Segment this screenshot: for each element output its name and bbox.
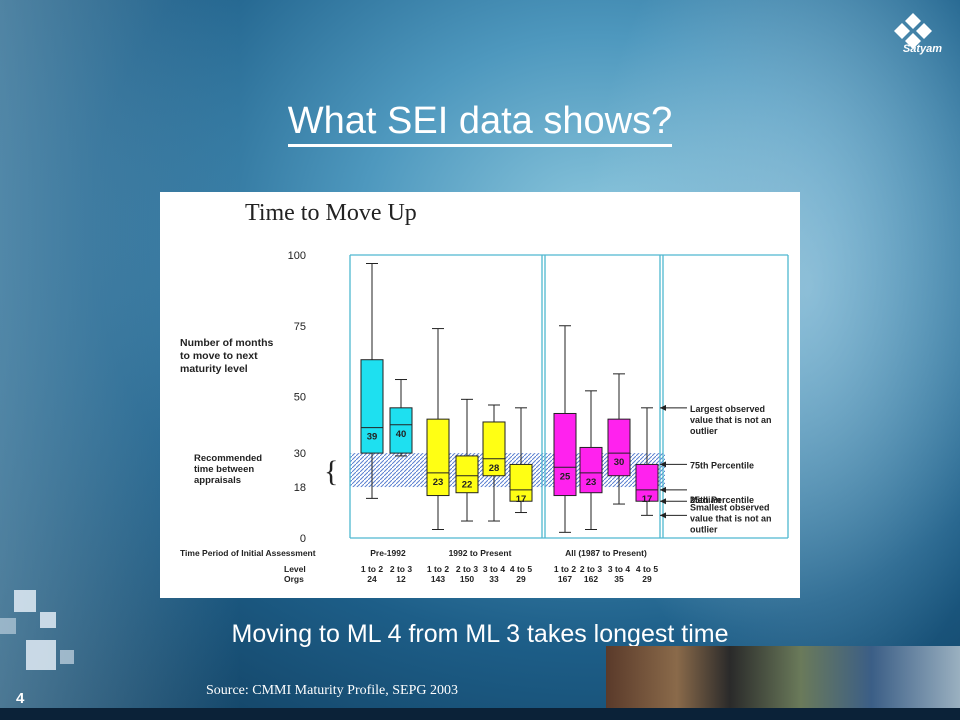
page-number: 4 — [16, 690, 25, 707]
box-level-label: 1 to 2 — [427, 564, 449, 574]
box-orgs-label: 150 — [460, 574, 474, 584]
satyam-logo — [894, 13, 932, 49]
orgs-header: Orgs — [284, 574, 304, 584]
legend-min-text: Smallest observed — [690, 502, 770, 512]
legend-max-text: outlier — [690, 426, 718, 436]
box-level-label: 3 to 4 — [608, 564, 630, 574]
box-level-label: 2 to 3 — [456, 564, 478, 574]
slide-title: What SEI data shows? — [0, 100, 960, 147]
box-orgs-label: 12 — [396, 574, 406, 584]
box-level-label: 4 to 5 — [510, 564, 532, 574]
slide-title-text: What SEI data shows? — [287, 100, 673, 147]
box-level-label: 2 to 3 — [580, 564, 602, 574]
box-rect — [553, 412, 577, 497]
box-median-label: 39 — [367, 432, 378, 443]
y-axis-label-line: maturity level — [180, 363, 248, 375]
chart-panel: Time to Move Up Number of months to move t… — [160, 192, 800, 598]
legend-min-text: outlier — [690, 524, 718, 534]
legend-max-text: Largest observed — [690, 404, 765, 414]
box-median-label: 22 — [462, 480, 473, 491]
slide-subtitle: Moving to ML 4 from ML 3 takes longest t… — [231, 620, 729, 648]
recommended-label-line: time between — [194, 464, 254, 475]
box-median-label: 23 — [433, 477, 444, 488]
legend-median-text: Median — [690, 495, 721, 505]
box-level-label: 1 to 2 — [554, 564, 576, 574]
group-label: Pre-1992 — [370, 548, 406, 558]
legend-arrow-head — [660, 498, 666, 505]
box-level-label: 3 to 4 — [483, 564, 505, 574]
box-median-label: 30 — [614, 457, 625, 468]
box-median-label: 40 — [396, 429, 407, 440]
box-orgs-label: 35 — [614, 574, 624, 584]
legend-max-text: value that is not an — [690, 415, 772, 425]
box-median-label: 23 — [586, 477, 597, 488]
box-rect — [635, 463, 659, 502]
box-orgs-label: 29 — [516, 574, 526, 584]
box-rect — [389, 407, 413, 454]
y-tick-label: 50 — [294, 392, 306, 404]
chart-title: Time to Move Up — [245, 200, 417, 226]
recommended-label-line: appraisals — [194, 475, 241, 486]
box-median-label: 17 — [516, 494, 527, 505]
legend-q3-text: 75th Percentile — [690, 460, 754, 470]
legend-q1-text: 25th Percentile — [690, 495, 754, 505]
legend-min-text: value that is not an — [690, 513, 772, 523]
legend-arrow-head — [660, 512, 666, 519]
group-label: 1992 to Present — [449, 548, 512, 558]
source-note: Source: CMMI Maturity Profile, SEPG 2003 — [206, 683, 458, 698]
y-tick-label: 75 — [294, 321, 306, 333]
y-axis-label-line: to move to next — [180, 350, 258, 362]
level-header: Level — [284, 564, 306, 574]
box-orgs-label: 33 — [489, 574, 499, 584]
legend-arrow-head — [660, 404, 666, 411]
group-label: All (1987 to Present) — [565, 548, 647, 558]
box-median-label: 25 — [560, 471, 571, 482]
box-orgs-label: 143 — [431, 574, 445, 584]
recommended-brace: { — [324, 455, 338, 488]
box-rect — [482, 421, 506, 477]
y-tick-label: 18 — [294, 482, 306, 494]
box-orgs-label: 24 — [367, 574, 377, 584]
photo-strip — [606, 646, 960, 710]
box-rect — [579, 446, 603, 494]
box-rect — [509, 463, 533, 502]
legend-arrow-head — [660, 461, 666, 468]
box-level-label: 2 to 3 — [390, 564, 412, 574]
y-axis-label-line: Number of months — [180, 337, 273, 349]
y-tick-label: 100 — [288, 250, 306, 262]
recommended-label-line: Recommended — [194, 453, 262, 464]
box-rect — [607, 418, 631, 477]
bottom-bar — [0, 708, 960, 720]
y-tick-label: 30 — [294, 448, 306, 460]
y-tick-label: 0 — [300, 533, 306, 545]
box-median-label: 28 — [489, 463, 500, 474]
box-level-label: 4 to 5 — [636, 564, 658, 574]
box-orgs-label: 162 — [584, 574, 598, 584]
box-rect — [360, 359, 384, 454]
box-orgs-label: 167 — [558, 574, 572, 584]
period-header: Time Period of Initial Assessment — [180, 548, 316, 558]
logo-text: Satyam — [902, 43, 942, 55]
box-rect — [426, 418, 450, 497]
box-level-label: 1 to 2 — [361, 564, 383, 574]
box-median-label: 17 — [642, 494, 653, 505]
box-orgs-label: 29 — [642, 574, 652, 584]
legend-arrow-head — [660, 486, 666, 493]
box-rect — [455, 455, 479, 494]
